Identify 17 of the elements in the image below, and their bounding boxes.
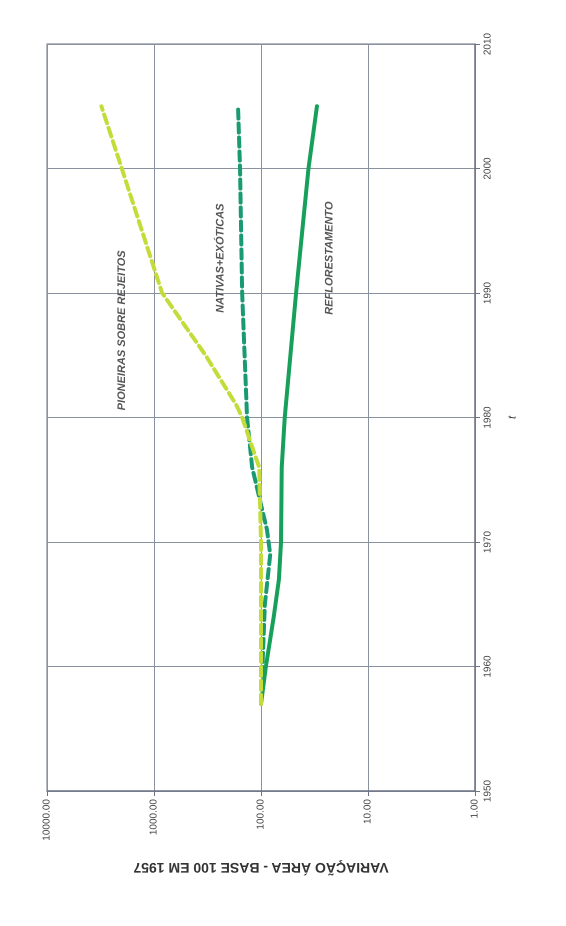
x-axis-title: VARIAÇÃO ÁREA - BASE 100 EM 1957: [133, 860, 389, 876]
y-tick-label: 1960: [482, 654, 494, 678]
y-tick-label: 1990: [482, 281, 494, 304]
y-tick-label: 2000: [482, 156, 494, 180]
y-tick-label: 1980: [482, 406, 494, 429]
x-tick-label: 100.00: [256, 798, 266, 830]
x-tick-label: 10.00: [362, 798, 374, 824]
text: PIONEIRAS SOBRE REJEITOS: [116, 250, 128, 410]
y-tick-label: 1970: [482, 530, 494, 554]
text: REFLORESTAMENTO: [323, 201, 336, 315]
x-tick-label: 1.00: [470, 798, 480, 818]
x-tick-label: 10000.00: [42, 798, 52, 841]
text: NATIVAS+EXÓTICAS: [213, 202, 226, 313]
y-tick-label: 1950: [482, 779, 494, 802]
x-tick-label: 1000.00: [148, 798, 160, 836]
y-tick-label: 2010: [482, 32, 494, 56]
y-axis-title: t: [506, 415, 518, 420]
